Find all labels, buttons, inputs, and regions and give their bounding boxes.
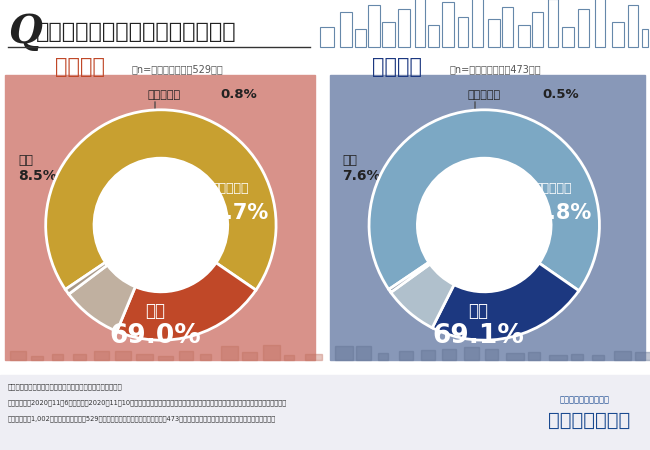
Bar bbox=[115, 351, 131, 360]
Text: ・調査期間：2020年11月6日（金）～2020年11月10日（火）　・調査方法：インターネット調査　　・モニター提供元：ゼネラルリサーチ: ・調査期間：2020年11月6日（金）～2020年11月10日（火） ・調査方法… bbox=[8, 400, 287, 406]
Bar bbox=[0, 375, 650, 450]
Text: 規格住宅: 規格住宅 bbox=[55, 57, 105, 77]
Text: 不満: 不満 bbox=[18, 153, 33, 166]
Bar bbox=[398, 9, 410, 47]
Bar bbox=[612, 22, 624, 47]
Wedge shape bbox=[391, 264, 454, 328]
Wedge shape bbox=[46, 110, 276, 290]
Text: とても不満: とても不満 bbox=[468, 90, 501, 100]
Bar bbox=[305, 354, 322, 360]
Bar bbox=[179, 351, 193, 360]
Bar bbox=[614, 351, 630, 360]
Bar bbox=[340, 12, 352, 47]
Text: （調査概要：規格住宅と注文住宅のポイントに関する調査）: （調査概要：規格住宅と注文住宅のポイントに関する調査） bbox=[8, 384, 123, 390]
Text: 0.8%: 0.8% bbox=[220, 89, 257, 102]
Bar bbox=[73, 354, 86, 360]
Bar bbox=[356, 346, 370, 360]
Text: 7.6%: 7.6% bbox=[342, 169, 380, 183]
Bar bbox=[52, 354, 63, 360]
Bar bbox=[442, 2, 454, 47]
Text: 69.1%: 69.1% bbox=[432, 323, 525, 349]
Bar bbox=[242, 352, 257, 360]
Bar bbox=[378, 353, 388, 360]
Text: ホクシンハウス: ホクシンハウス bbox=[548, 410, 630, 429]
Text: 22.8%: 22.8% bbox=[519, 203, 592, 224]
Text: 0.5%: 0.5% bbox=[542, 89, 578, 102]
Wedge shape bbox=[389, 262, 430, 292]
Bar bbox=[518, 25, 530, 47]
Bar bbox=[200, 354, 211, 360]
Wedge shape bbox=[432, 263, 579, 340]
Text: 21.7%: 21.7% bbox=[196, 203, 268, 224]
Bar bbox=[320, 27, 334, 47]
Wedge shape bbox=[69, 265, 135, 331]
Bar bbox=[485, 349, 499, 360]
Wedge shape bbox=[369, 110, 599, 291]
Bar bbox=[221, 346, 239, 360]
Bar bbox=[549, 355, 567, 360]
Text: （n=規格住宅購入者529人）: （n=規格住宅購入者529人） bbox=[132, 64, 224, 74]
Bar bbox=[458, 17, 468, 47]
Bar bbox=[488, 19, 500, 47]
Bar bbox=[335, 346, 353, 360]
Bar bbox=[330, 75, 645, 360]
Bar bbox=[263, 346, 280, 360]
Bar bbox=[94, 351, 109, 360]
Text: 8.5%: 8.5% bbox=[18, 169, 57, 183]
Bar bbox=[532, 12, 543, 47]
Text: 69.0%: 69.0% bbox=[109, 323, 201, 349]
Text: ・調査人数：1,002人（規格住宅購入者529人／規格住宅購入者と注文住宅購入者473人）　・調査対象：規格住宅購入者と注文住宅購入者: ・調査人数：1,002人（規格住宅購入者529人／規格住宅購入者と注文住宅購入者… bbox=[8, 416, 276, 422]
Circle shape bbox=[94, 158, 228, 292]
Bar bbox=[578, 9, 589, 47]
Bar bbox=[355, 29, 366, 47]
Bar bbox=[628, 5, 638, 47]
Wedge shape bbox=[66, 262, 107, 294]
Text: とても不満: とても不満 bbox=[148, 90, 181, 100]
Bar bbox=[571, 355, 583, 360]
Bar bbox=[382, 22, 395, 47]
Bar bbox=[442, 349, 456, 360]
Bar bbox=[528, 352, 540, 360]
Bar bbox=[5, 75, 315, 360]
Text: とても満足: とても満足 bbox=[211, 182, 249, 195]
Text: 満足: 満足 bbox=[469, 302, 489, 320]
Circle shape bbox=[417, 158, 551, 292]
Text: Q: Q bbox=[8, 13, 42, 51]
Bar bbox=[0, 0, 650, 375]
Bar bbox=[506, 352, 524, 360]
Bar bbox=[157, 356, 173, 360]
Bar bbox=[472, 0, 483, 47]
Bar bbox=[502, 7, 513, 47]
Bar bbox=[415, 0, 425, 47]
Bar bbox=[31, 356, 44, 360]
Bar bbox=[592, 355, 604, 360]
Bar bbox=[562, 27, 574, 47]
Bar bbox=[463, 347, 479, 360]
Bar bbox=[595, 0, 605, 47]
Wedge shape bbox=[117, 263, 256, 340]
Text: 不満: 不満 bbox=[342, 153, 357, 166]
Bar bbox=[368, 5, 380, 47]
Text: （n=注文住宅購入者473人）: （n=注文住宅購入者473人） bbox=[450, 64, 541, 74]
Text: 満足: 満足 bbox=[145, 302, 165, 320]
Bar bbox=[635, 352, 650, 360]
Text: とても満足: とても満足 bbox=[534, 182, 572, 195]
Bar bbox=[399, 351, 413, 360]
Text: 注文住宅: 注文住宅 bbox=[372, 57, 422, 77]
Bar bbox=[428, 25, 439, 47]
Bar bbox=[136, 354, 153, 360]
Bar bbox=[642, 29, 648, 47]
Bar bbox=[548, 0, 558, 47]
Text: 快適と健康を科学する: 快適と健康を科学する bbox=[560, 396, 610, 405]
Bar bbox=[10, 351, 26, 360]
Bar bbox=[284, 355, 294, 360]
Text: 実際に入居してからの満足度は？: 実際に入居してからの満足度は？ bbox=[36, 22, 237, 42]
Bar bbox=[421, 350, 435, 360]
